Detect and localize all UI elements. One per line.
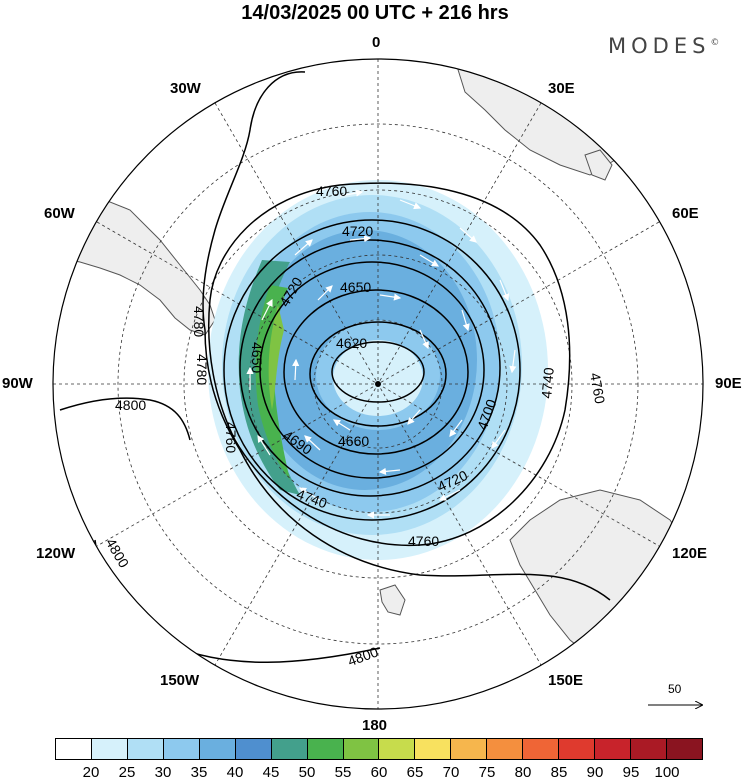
polar-map: 4760 4720 4650 4620 4780 4780 4650 4760 … [52, 58, 704, 710]
reference-vector-label: 50 [668, 682, 682, 696]
map-boundary [52, 58, 704, 710]
contour-label: 4760 [587, 371, 608, 405]
colorbar-swatch [235, 739, 272, 759]
lon-label-60e: 60E [672, 205, 699, 222]
colorbar [55, 738, 703, 760]
colorbar-swatch [91, 739, 128, 759]
contour-label: 4800 [345, 643, 380, 669]
lon-label-120w: 120W [36, 545, 76, 562]
colorbar-tick-label: 50 [298, 764, 316, 781]
contour-label: 4800 [103, 535, 133, 570]
wind-vectors [246, 189, 517, 519]
south-pole-marker [375, 381, 381, 387]
lon-label-120e: 120E [672, 545, 708, 562]
brand-logo: MODES© [608, 34, 719, 58]
lon-label-60w: 60W [44, 205, 75, 222]
madagascar-land [584, 149, 613, 181]
contour-label: 4760 [408, 533, 439, 549]
colorbar-tick-label: 60 [370, 764, 388, 781]
lon-label-90w: 90W [2, 375, 33, 392]
colorbar-swatch [307, 739, 344, 759]
contour-label: 4650 [340, 279, 371, 295]
colorbar-swatch [631, 739, 667, 759]
lon-label-180: 180 [362, 717, 388, 734]
lon-label-30e: 30E [548, 80, 575, 97]
colorbar-swatch [666, 739, 702, 759]
colorbar-swatch [379, 739, 416, 759]
lon-label-150w: 150W [160, 672, 200, 689]
colorbar-tick-label: 55 [334, 764, 352, 781]
colorbar-ticks: 20 25 30 35 40 45 50 55 60 65 70 75 80 85 90 95 100 [55, 764, 703, 782]
colorbar-swatch [595, 739, 631, 759]
colorbar-swatch [559, 739, 596, 759]
contour-label: 4620 [336, 335, 367, 351]
contour-label: 4760 [223, 422, 239, 453]
colorbar-tick-label: 80 [514, 764, 532, 781]
australia-land [509, 489, 701, 666]
contour-label: 4740 [538, 366, 557, 399]
new-zealand-land [379, 584, 406, 616]
lon-label-150e: 150E [548, 672, 584, 689]
map-title: 14/03/2025 00 UTC + 216 hrs [241, 2, 509, 24]
contour-label: 4660 [338, 433, 369, 449]
lon-label-0: 0 [372, 34, 381, 51]
colorbar-tick-label: 65 [406, 764, 424, 781]
contour-label: 4780 [194, 354, 210, 385]
south-america-land [54, 195, 216, 336]
colorbar-swatch [523, 739, 560, 759]
contour-label: 4650 [249, 342, 265, 373]
colorbar-swatch [163, 739, 200, 759]
contour-label: 4800 [115, 397, 146, 413]
colorbar-tick-label: 75 [478, 764, 496, 781]
colorbar-swatch [56, 739, 92, 759]
contour-label: 4760 [316, 183, 347, 199]
colorbar-tick-label: 90 [586, 764, 604, 781]
lon-label-90e: 90E [715, 375, 742, 392]
colorbar-tick-label: 95 [622, 764, 640, 781]
colorbar-swatch [127, 739, 164, 759]
brand-name: MODES [608, 34, 711, 58]
jet-core-shading [238, 260, 300, 495]
colorbar-tick-label: 70 [442, 764, 460, 781]
colorbar-tick-label: 25 [118, 764, 136, 781]
colorbar-tick-label: 20 [82, 764, 100, 781]
lon-label-30w: 30W [170, 80, 201, 97]
contour-label: 4720 [342, 223, 373, 239]
contour-label: 4780 [191, 306, 207, 337]
colorbar-swatch [343, 739, 380, 759]
colorbar-tick-label: 85 [550, 764, 568, 781]
colorbar-tick-label: 45 [262, 764, 280, 781]
colorbar-swatch [415, 739, 452, 759]
colorbar-swatch [487, 739, 524, 759]
colorbar-swatch [199, 739, 236, 759]
brand-copyright-mark: © [710, 38, 720, 48]
colorbar-tick-label: 30 [154, 764, 172, 781]
colorbar-swatch [451, 739, 488, 759]
colorbar-tick-label: 40 [226, 764, 244, 781]
colorbar-tick-label: 35 [190, 764, 208, 781]
colorbar-tick-label: 100 [654, 764, 680, 781]
colorbar-swatch [271, 739, 308, 759]
